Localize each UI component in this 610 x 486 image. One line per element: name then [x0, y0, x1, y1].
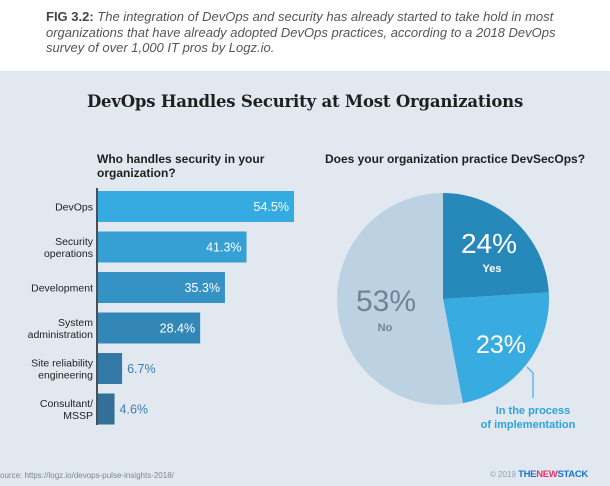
pie-slice: [443, 193, 549, 299]
chart-title: DevOps Handles Security at Most Organiza…: [86, 92, 524, 111]
caption-text: The integration of DevOps and security h…: [46, 9, 556, 55]
pie-slice: [443, 292, 549, 404]
bar-category-label: Site reliability: [31, 358, 94, 370]
bar-category-label: Development: [31, 283, 93, 295]
figure-caption: FIG 3.2: The integration of DevOps and s…: [46, 9, 586, 56]
bar-value-label: 54.5%: [254, 200, 289, 214]
pie-chart-question: Does your organization practice DevSecOp…: [324, 152, 586, 166]
pie-slice-label: Yes: [483, 263, 502, 275]
copyright-year: © 2019: [489, 470, 516, 479]
bar-category-label: Consultant/: [40, 398, 93, 410]
bar-category-label: engineering: [38, 370, 93, 382]
pie-callout-label: of implementation: [481, 419, 576, 431]
bar-value-label: 35.3%: [184, 281, 219, 295]
bar-value-label: 41.3%: [206, 241, 241, 255]
bar-value-label: 28.4%: [160, 322, 195, 336]
brand-the: THE: [518, 469, 537, 480]
bar-value-label: 6.7%: [127, 362, 156, 376]
bar: [98, 231, 247, 263]
bar-value-label: 4.6%: [120, 403, 149, 417]
bar: [98, 312, 201, 344]
bar-category-label: System: [58, 317, 93, 329]
pie-value-label: 24%: [461, 228, 517, 259]
source-note: ource: https://logz.io/devops-pulse-insi…: [0, 471, 174, 480]
brand-new: NEW: [536, 469, 558, 480]
pie-slice: [336, 193, 463, 405]
bar-category-label: operations: [44, 248, 93, 260]
brand-logo: THENEWSTACK: [518, 469, 588, 480]
pie-value-label: 53%: [356, 285, 416, 318]
bar-category-label: administration: [28, 329, 94, 341]
pie-slice-label: No: [378, 322, 393, 334]
pie-value-label: 23%: [476, 331, 526, 359]
pie-callout-label: In the process: [496, 405, 571, 417]
bar-category-label: MSSP: [63, 410, 93, 422]
bar-chart-question: Who handles security in your organizatio…: [97, 152, 265, 180]
bar: [98, 353, 123, 384]
brand-stack: STACK: [557, 469, 588, 480]
leader-line: [526, 366, 534, 398]
bar: [98, 393, 115, 425]
bar-category-label: DevOps: [55, 202, 93, 214]
figure-label: FIG 3.2:: [46, 9, 94, 24]
bar-category-label: Security: [55, 236, 94, 248]
bar: [98, 191, 294, 222]
copyright: © 2019 THENEWSTACK: [490, 469, 588, 480]
bar: [98, 272, 225, 303]
